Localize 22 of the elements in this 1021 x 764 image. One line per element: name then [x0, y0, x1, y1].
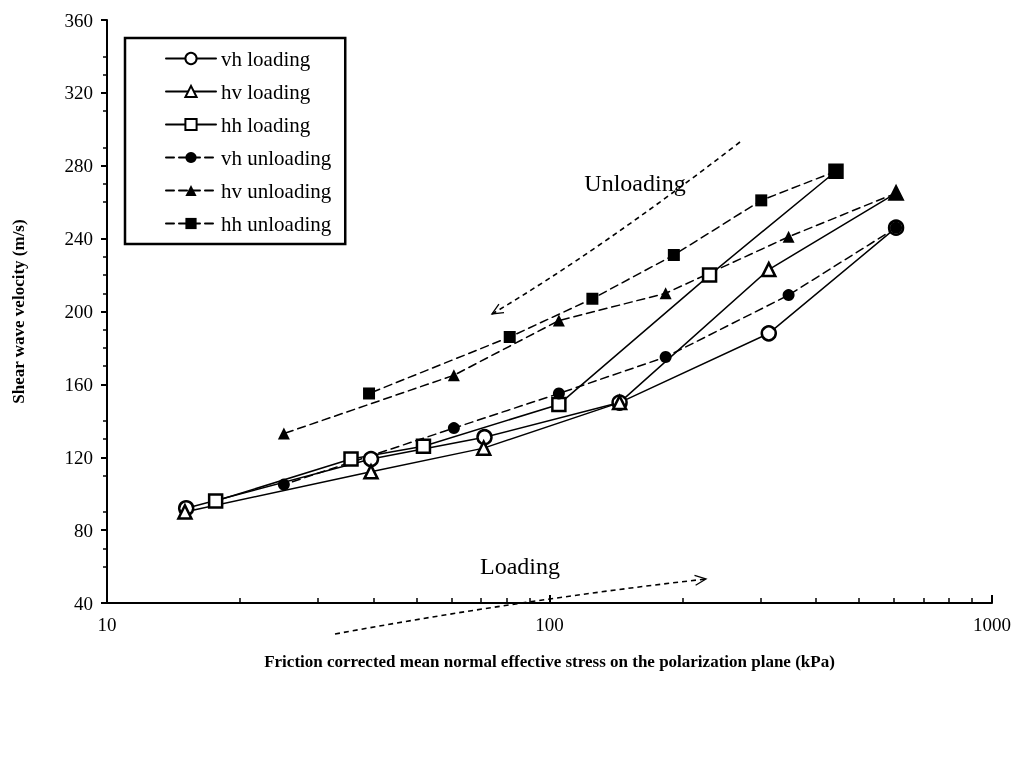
- legend-label: vh loading: [221, 46, 311, 71]
- y-tick-label: 160: [64, 373, 93, 395]
- x-axis-title: Friction corrected mean normal effective stress on the polarization plane (kPa): [264, 652, 835, 671]
- y-tick-label: 360: [64, 9, 93, 31]
- legend-label: hh unloading: [221, 211, 332, 236]
- x-tick-label: 100: [535, 614, 564, 635]
- legend-label: vh unloading: [221, 145, 332, 170]
- legend-label: hv loading: [221, 79, 311, 104]
- y-tick-label: 40: [74, 592, 93, 614]
- y-axis-title: Shear wave velocity (m/s): [9, 219, 28, 404]
- y-tick-label: 240: [64, 228, 93, 250]
- legend-label: hh loading: [221, 112, 311, 137]
- legend-label: hv unloading: [221, 178, 332, 203]
- annotation: Unloading: [584, 170, 686, 196]
- y-tick-label: 120: [64, 446, 93, 468]
- annotation: Loading: [480, 553, 560, 579]
- y-tick-label: 320: [64, 82, 93, 104]
- y-tick-label: 280: [64, 155, 93, 177]
- y-tick-label: 200: [64, 301, 93, 322]
- y-tick-label: 80: [74, 519, 93, 541]
- x-tick-label: 1000: [973, 614, 1011, 635]
- x-tick-label: 10: [97, 614, 117, 635]
